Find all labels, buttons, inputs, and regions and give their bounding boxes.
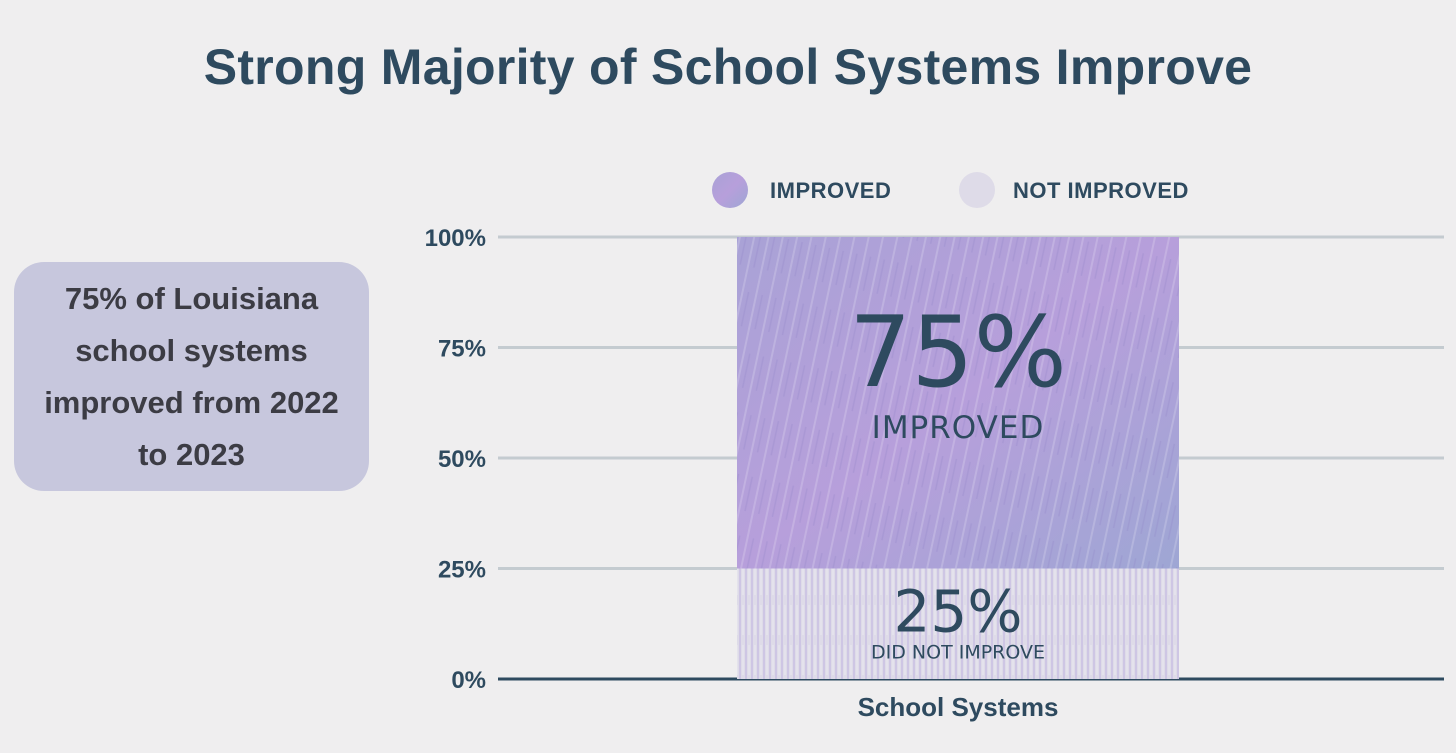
data-sublabel-not-improved: DID NOT IMPROVE	[871, 641, 1045, 663]
summary-callout: 75% of Louisiana school systems improved…	[14, 262, 369, 491]
chart-title: Strong Majority of School Systems Improv…	[203, 39, 1253, 95]
bar-texture-improved	[737, 237, 1179, 569]
bars: 25%DID NOT IMPROVE 75%IMPROVED	[737, 237, 1179, 679]
y-tick-label: 75%	[438, 336, 486, 363]
legend-swatch-not-improved	[959, 172, 995, 208]
x-axis-label: School Systems	[858, 692, 1059, 722]
legend-swatch-improved	[712, 172, 748, 208]
y-tick-label: 50%	[438, 446, 486, 473]
bar-texture-not-improved	[737, 568, 1179, 679]
y-tick-label: 25%	[438, 557, 486, 584]
legend-label-improved: IMPROVED	[770, 178, 891, 203]
data-label-improved: 75%	[849, 296, 1067, 410]
data-label-not-improved: 25%	[894, 577, 1023, 645]
legend: IMPROVED NOT IMPROVED	[712, 172, 1189, 208]
y-tick-label: 0%	[451, 667, 486, 694]
y-tick-labels: 0% 25% 50% 75% 100%	[425, 225, 486, 694]
callout-text: 75% of Louisiana school systems improved…	[44, 280, 339, 472]
data-sublabel-improved: IMPROVED	[872, 410, 1045, 446]
legend-label-not-improved: NOT IMPROVED	[1013, 178, 1189, 203]
y-tick-label: 100%	[425, 225, 486, 252]
